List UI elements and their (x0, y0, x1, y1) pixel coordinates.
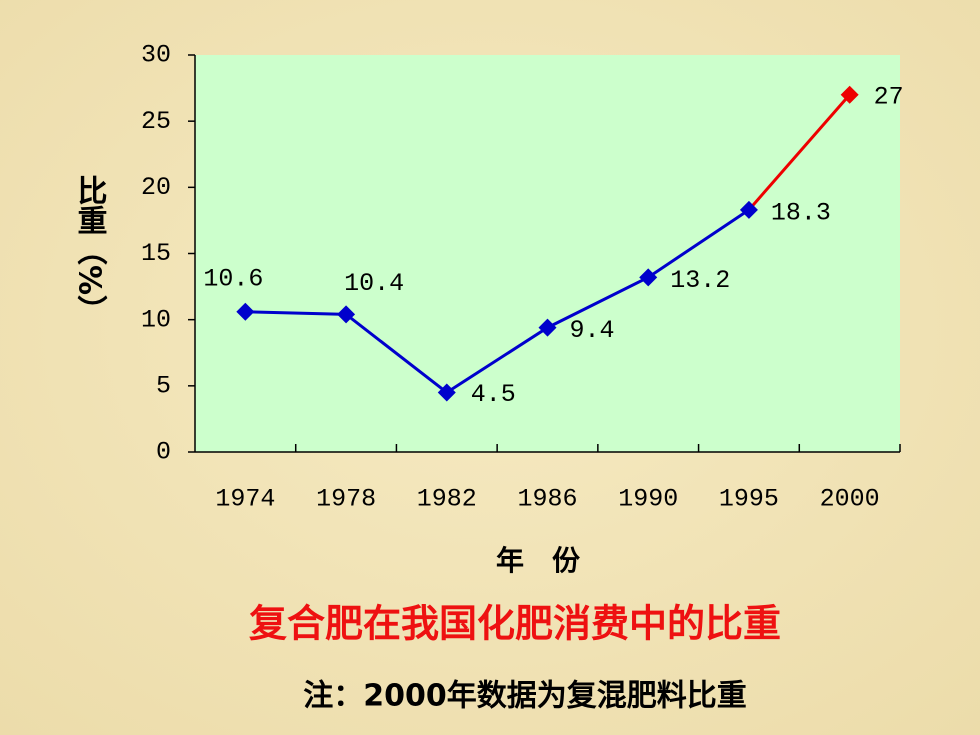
x-tick-label: 1974 (215, 485, 275, 514)
y-tick-label: 10 (141, 305, 171, 334)
line-segment (245, 208, 750, 395)
y-tick-label: 15 (141, 239, 171, 268)
value-label: 10.4 (344, 269, 404, 298)
y-tick-label: 0 (156, 438, 171, 467)
marker (236, 302, 255, 321)
value-label: 9.4 (570, 316, 615, 345)
x-tick-label: 1990 (618, 485, 678, 514)
x-tick-label: 1978 (316, 485, 376, 514)
marker (337, 305, 356, 324)
chart-title: 复合肥在我国化肥消费中的比重 (249, 602, 781, 646)
y-tick-label: 25 (141, 107, 171, 136)
x-tick-label: 2000 (820, 485, 880, 514)
x-tick-label: 1982 (417, 485, 477, 514)
marker (840, 85, 859, 104)
value-label: 4.5 (471, 380, 516, 409)
value-label: 27 (874, 82, 904, 111)
x-axis-label: 年 份 (496, 544, 580, 577)
chart-note: 注：2000年数据为复混肥料比重 (303, 679, 747, 714)
x-tick-label: 1986 (517, 485, 577, 514)
plot-area (195, 55, 900, 452)
y-tick-label: 5 (156, 371, 171, 400)
marker (437, 383, 456, 402)
value-label: 18.3 (771, 198, 831, 227)
marker (639, 268, 658, 287)
value-label: 13.2 (670, 266, 730, 295)
y-axis-label: 比重（%） (72, 175, 108, 325)
line-segment (747, 93, 851, 211)
y-tick-label: 20 (141, 173, 171, 202)
marker (538, 318, 557, 337)
y-tick-label: 30 (141, 41, 171, 70)
value-label: 10.6 (203, 264, 263, 293)
x-tick-label: 1995 (719, 485, 779, 514)
marker (739, 200, 758, 219)
